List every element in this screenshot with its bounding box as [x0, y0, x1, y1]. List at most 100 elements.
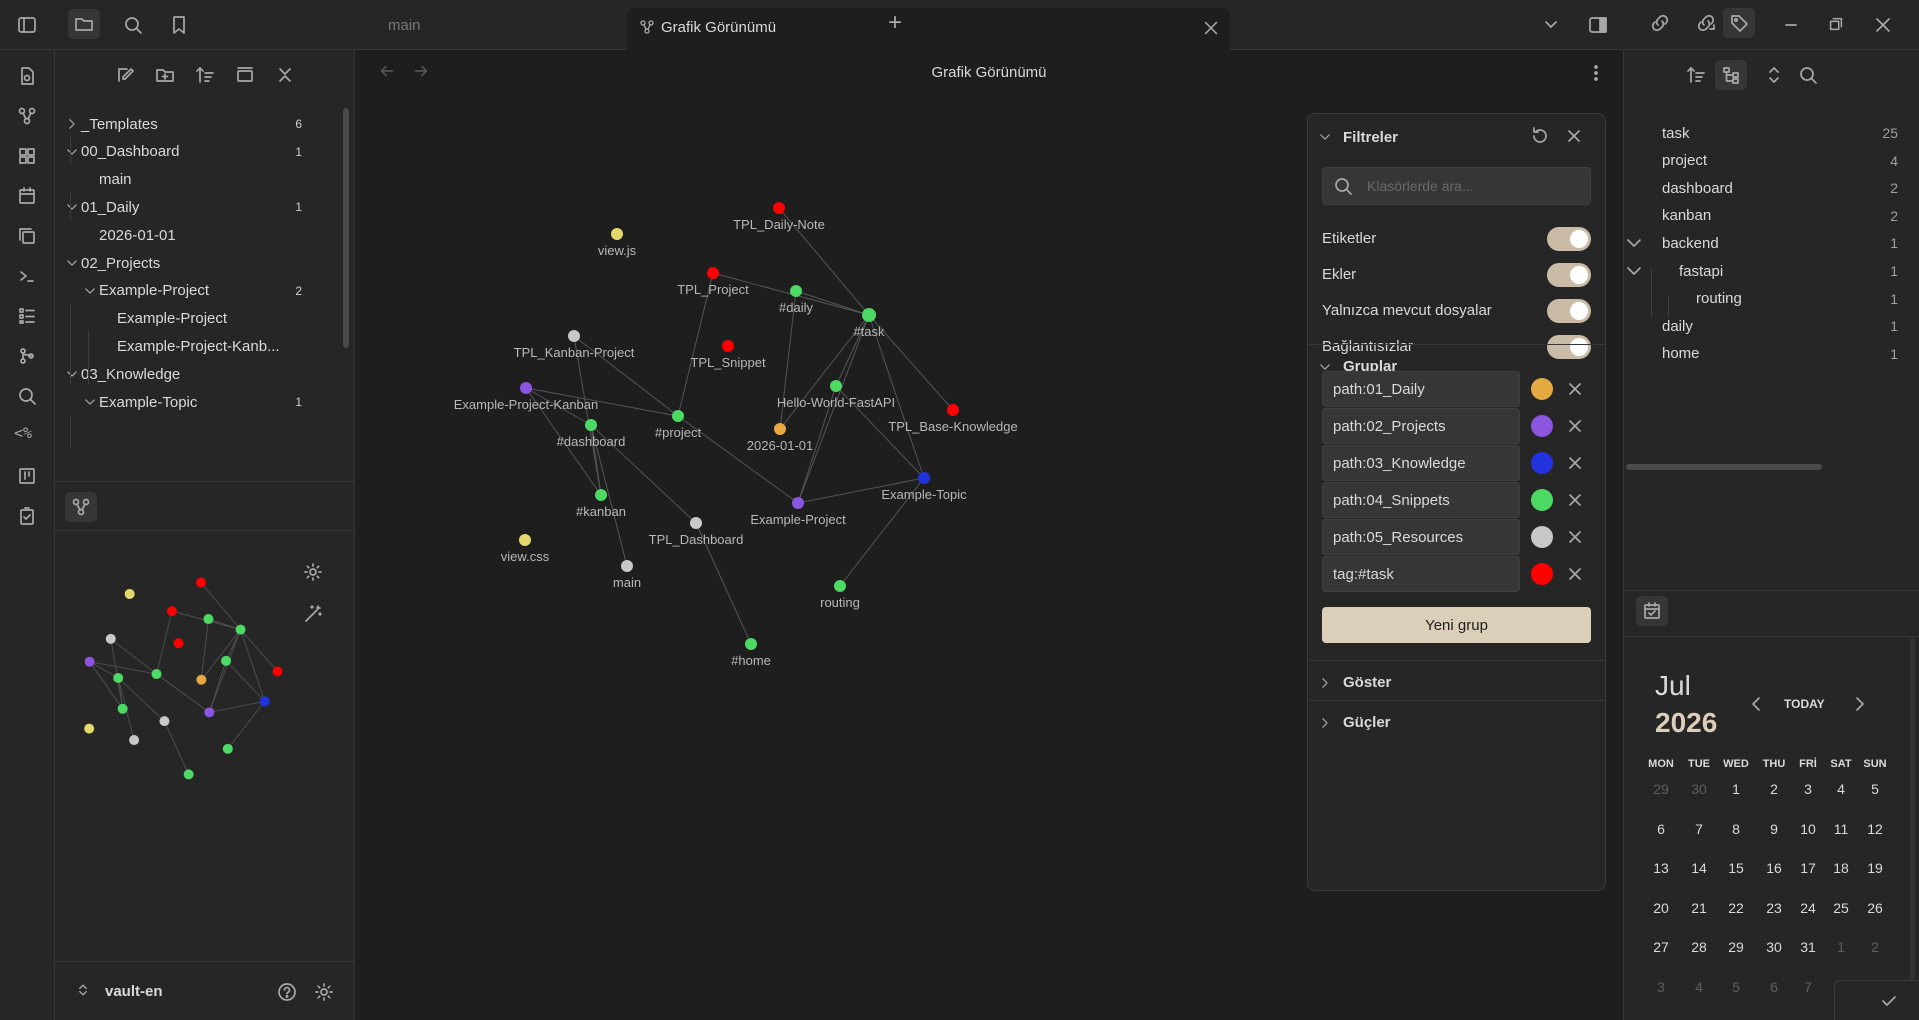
chevron-down-icon[interactable]: [1318, 130, 1332, 144]
local-graph-node[interactable]: [183, 769, 194, 780]
filter-toggle-switch[interactable]: [1547, 227, 1591, 251]
calendar-day[interactable]: 30: [1766, 939, 1782, 955]
calendar-day[interactable]: 27: [1653, 939, 1669, 955]
group-color-picker[interactable]: [1531, 489, 1553, 511]
graph-node[interactable]: [568, 330, 580, 342]
new-tab-button[interactable]: +: [888, 9, 903, 36]
folder-item[interactable]: Example-Project 2: [55, 274, 340, 308]
calendar-day[interactable]: 29: [1653, 781, 1669, 797]
calendar-day[interactable]: 4: [1837, 781, 1845, 797]
local-graph-node[interactable]: [196, 674, 207, 685]
sort-icon[interactable]: [195, 65, 215, 85]
folder-search-input[interactable]: Klasörlerde ara...: [1322, 167, 1591, 205]
folder-item[interactable]: Example-Topic 1: [55, 385, 340, 419]
calendar-day[interactable]: 31: [1800, 939, 1816, 955]
graph-node[interactable]: [722, 340, 734, 352]
reset-icon[interactable]: [1530, 126, 1550, 146]
quick-switcher-icon[interactable]: [17, 66, 37, 86]
graph-node[interactable]: [830, 380, 842, 392]
group-query-input[interactable]: path:05_Resources: [1322, 519, 1520, 555]
bookmarks-button[interactable]: [163, 10, 195, 40]
graph-node[interactable]: [862, 308, 876, 322]
search-icon[interactable]: [1798, 65, 1818, 85]
forward-arrow-icon[interactable]: [412, 62, 430, 80]
tag-item[interactable]: task 25: [1624, 118, 1919, 148]
calendar-day[interactable]: 11: [1833, 820, 1849, 837]
calendar-day[interactable]: 24: [1800, 899, 1816, 916]
new-folder-icon[interactable]: [155, 65, 175, 85]
remove-group-button[interactable]: [1563, 414, 1587, 438]
local-graph-node[interactable]: [117, 703, 128, 714]
settings-icon[interactable]: [314, 982, 334, 1002]
graph-view-icon[interactable]: [17, 106, 37, 126]
calendar-day[interactable]: 4: [1695, 978, 1703, 995]
calendar-day[interactable]: 6: [1657, 820, 1665, 837]
remove-group-button[interactable]: [1563, 525, 1587, 549]
group-color-picker[interactable]: [1531, 415, 1553, 437]
graph-node[interactable]: [519, 534, 531, 546]
calendar-scrollbar[interactable]: [1910, 638, 1915, 1018]
back-arrow-icon[interactable]: [378, 62, 396, 80]
auto-reveal-icon[interactable]: [235, 65, 255, 85]
graph-node[interactable]: [585, 419, 597, 431]
group-query-input[interactable]: path:01_Daily: [1322, 371, 1520, 407]
graph-node[interactable]: [774, 423, 786, 435]
vault-name[interactable]: vault-en: [105, 983, 163, 1000]
calendar-day[interactable]: 1: [1732, 781, 1740, 797]
tag-item[interactable]: project 4: [1624, 146, 1919, 176]
chevron-right-icon[interactable]: [1318, 676, 1332, 690]
templater-icon[interactable]: <%: [14, 424, 33, 442]
calendar-day[interactable]: 8: [1732, 820, 1740, 837]
calendar-icon[interactable]: [17, 186, 37, 206]
graph-settings-icon[interactable]: [303, 562, 323, 582]
local-graph-node[interactable]: [124, 588, 135, 599]
calendar-day[interactable]: 14: [1691, 860, 1707, 876]
vault-switcher-icon[interactable]: [75, 982, 91, 998]
graph-node[interactable]: [707, 267, 719, 279]
graph-node[interactable]: [918, 472, 930, 484]
folder-item[interactable]: 00_Dashboard 1: [55, 135, 340, 169]
graph-canvas[interactable]: view.js TPL_Daily-Note TPL_Project #daily #t…: [356, 50, 1622, 1020]
copy-icon[interactable]: [17, 226, 37, 246]
list-icon[interactable]: [17, 306, 37, 326]
collapse-all-icon[interactable]: [275, 65, 295, 85]
calendar-day[interactable]: 5: [1871, 781, 1879, 797]
file-item[interactable]: Example-Project-Kanb...: [55, 329, 340, 363]
minimize-icon[interactable]: [1781, 15, 1801, 35]
backlinks-icon[interactable]: [1650, 13, 1670, 33]
groups-title[interactable]: Gruplar: [1343, 358, 1398, 375]
graph-node[interactable]: [672, 410, 684, 422]
calendar-day[interactable]: 12: [1867, 820, 1883, 837]
local-graph-node[interactable]: [151, 669, 162, 680]
local-graph-node[interactable]: [204, 707, 215, 718]
close-tab-icon[interactable]: [1202, 19, 1220, 37]
remove-group-button[interactable]: [1563, 488, 1587, 512]
local-graph-node[interactable]: [221, 655, 232, 666]
group-color-picker[interactable]: [1531, 563, 1553, 585]
calendar-day[interactable]: 13: [1653, 860, 1669, 876]
chevron-down-icon[interactable]: [1318, 360, 1332, 374]
restore-window-icon[interactable]: [1827, 15, 1845, 33]
calendar-day[interactable]: 2: [1871, 939, 1879, 955]
local-graph-node[interactable]: [84, 723, 95, 734]
file-item[interactable]: Example-Project: [55, 302, 340, 336]
calendar-day[interactable]: 3: [1804, 781, 1812, 797]
group-query-input[interactable]: path:04_Snippets: [1322, 482, 1520, 518]
local-graph-node[interactable]: [259, 696, 270, 707]
graph-node[interactable]: [595, 489, 607, 501]
search-button[interactable]: [117, 10, 149, 40]
calendar-day[interactable]: 30: [1691, 781, 1707, 797]
local-graph-node[interactable]: [173, 638, 184, 649]
calendar-day[interactable]: 17: [1800, 860, 1816, 876]
close-window-icon[interactable]: [1873, 15, 1893, 35]
calendar-day[interactable]: 5: [1732, 978, 1740, 995]
calendar-day[interactable]: 2: [1770, 781, 1778, 797]
local-graph-node[interactable]: [166, 606, 177, 617]
tag-item[interactable]: fastapi 1: [1624, 256, 1919, 286]
today-button[interactable]: TODAY: [1784, 697, 1825, 711]
calendar-day[interactable]: 28: [1691, 939, 1707, 955]
more-options-icon[interactable]: [1586, 63, 1606, 83]
tree-view-button[interactable]: [1715, 60, 1747, 90]
graph-node[interactable]: [790, 285, 802, 297]
filters-title[interactable]: Filtreler: [1343, 129, 1399, 146]
